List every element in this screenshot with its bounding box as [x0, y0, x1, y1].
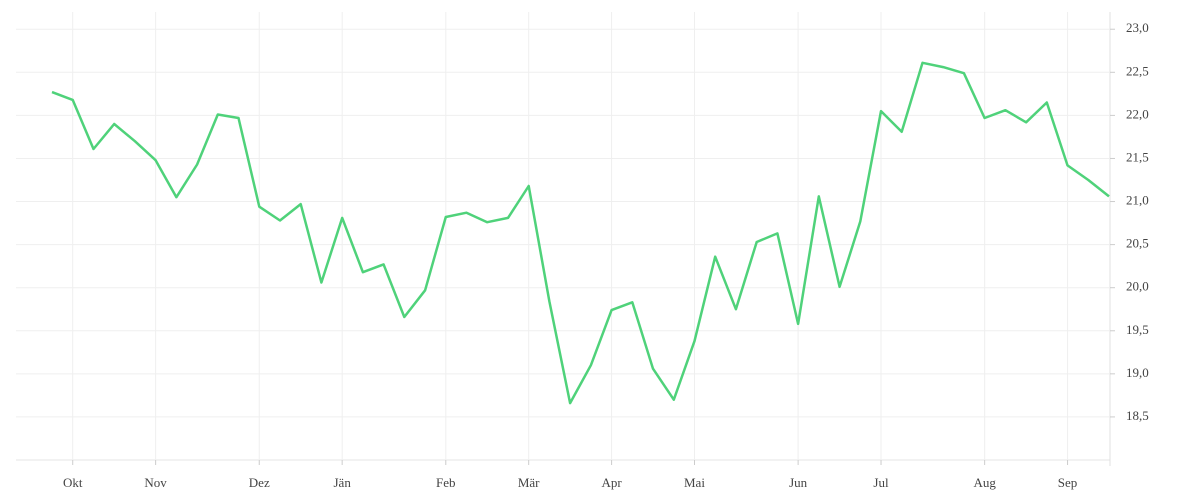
x-tick-label: Sep — [1058, 475, 1078, 490]
y-tick-label: 21,5 — [1126, 149, 1149, 164]
x-tick-label: Mai — [684, 475, 705, 490]
x-tick-label: Nov — [144, 475, 167, 490]
y-tick-label: 22,0 — [1126, 106, 1149, 121]
x-tick-label: Jun — [789, 475, 808, 490]
y-tick-label: 20,0 — [1126, 279, 1149, 294]
x-tick-label: Jul — [873, 475, 889, 490]
x-tick-label: Okt — [63, 475, 83, 490]
y-tick-label: 18,5 — [1126, 408, 1149, 423]
y-tick-label: 21,0 — [1126, 193, 1149, 208]
x-tick-label: Aug — [973, 475, 996, 490]
y-tick-label: 19,0 — [1126, 365, 1149, 380]
x-tick-label: Dez — [249, 475, 270, 490]
line — [51, 61, 1110, 405]
x-tick-label: Apr — [601, 475, 622, 490]
y-tick-label: 20,5 — [1126, 236, 1149, 251]
y-tick-label: 22,5 — [1126, 63, 1149, 78]
x-tick-label: Jän — [333, 475, 351, 490]
y-tick-label: 23,0 — [1126, 20, 1149, 35]
x-tick-label: Feb — [436, 475, 456, 490]
x-tick-label: Mär — [518, 475, 540, 490]
y-tick-label: 19,5 — [1126, 322, 1149, 337]
